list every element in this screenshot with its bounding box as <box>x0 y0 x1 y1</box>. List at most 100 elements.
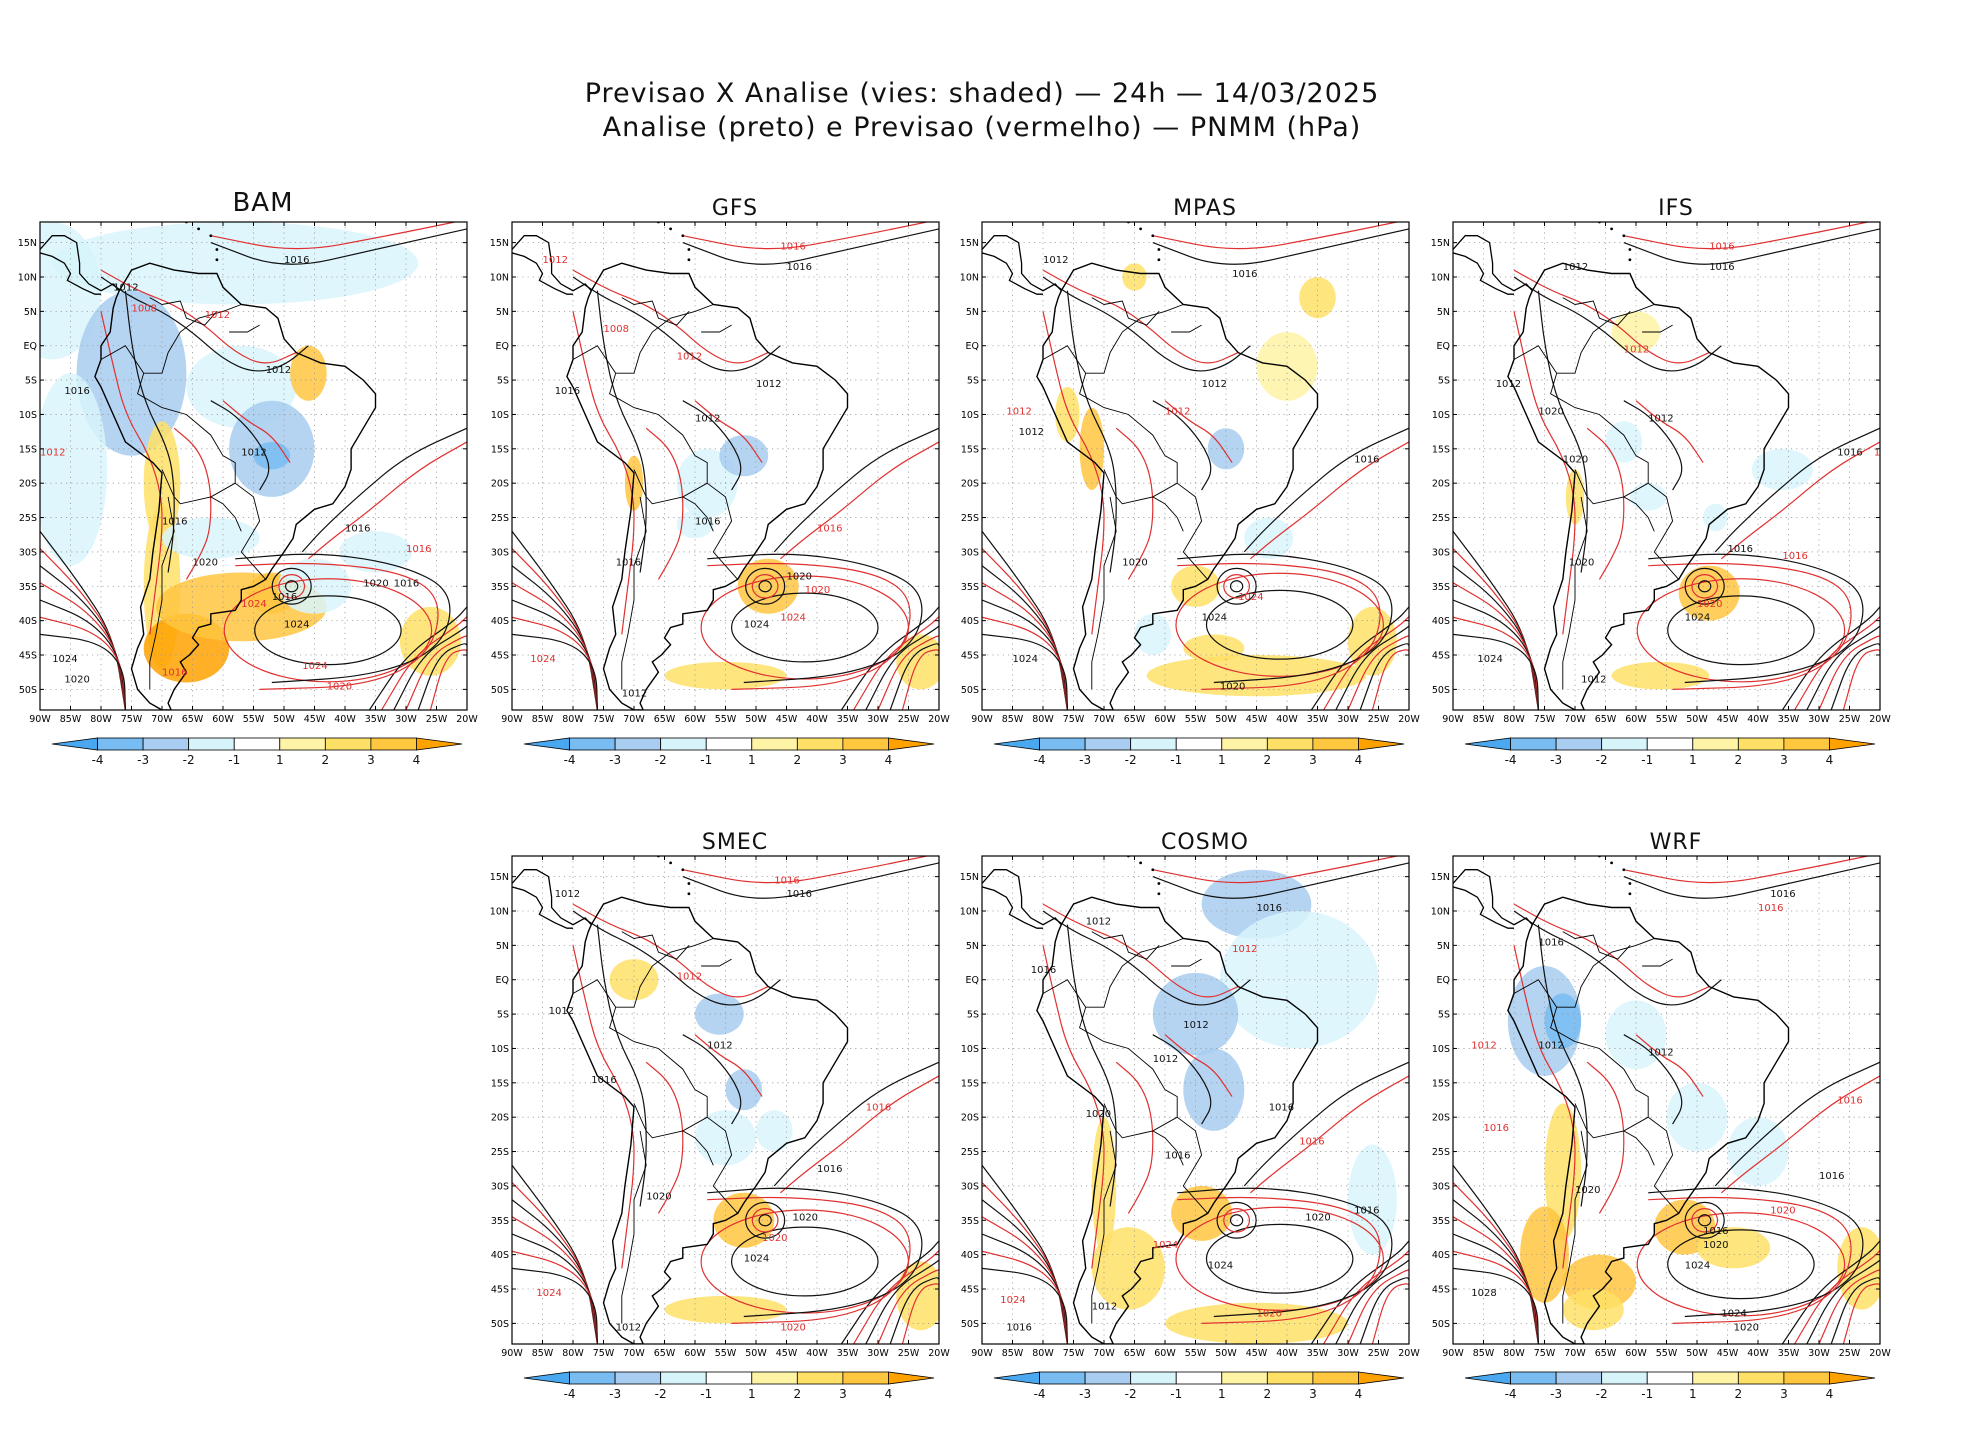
lon-tick-label: 35W <box>1307 714 1329 725</box>
contour-label: 1016 <box>1703 1226 1728 1237</box>
analysis-isobar <box>1310 1240 1409 1344</box>
contour-label: 1024 <box>1238 592 1263 603</box>
forecast-isobar <box>1513 903 1710 998</box>
lat-tick-label: 30S <box>491 547 509 558</box>
contour-label: 1016 <box>1031 965 1056 976</box>
lon-tick-label: 50W <box>273 714 295 725</box>
analysis-isobar <box>865 1259 939 1344</box>
lon-tick-label: 60W <box>1154 1348 1176 1359</box>
lat-tick-label: 5S <box>497 1010 509 1021</box>
lat-tick-label: 25S <box>491 1147 509 1158</box>
contour-label: 1020 <box>1697 599 1722 610</box>
panel-title-bam: BAM <box>232 188 294 218</box>
forecast-isobar <box>1175 572 1384 677</box>
lon-tick-label: 60W <box>684 1348 706 1359</box>
lat-tick-label: 10S <box>1432 410 1450 421</box>
contour-label: 1020 <box>363 578 388 589</box>
lon-tick-label: 55W <box>715 714 737 725</box>
forecast-isobar <box>1842 649 1880 710</box>
contour-label: 1012 <box>616 1322 641 1333</box>
colorbar-tick-label: 3 <box>839 753 847 767</box>
lat-tick-label: 30S <box>1432 547 1450 558</box>
analysis-isobar <box>1243 1061 1409 1187</box>
lat-tick-label: 45S <box>961 651 979 662</box>
forecast-isobar <box>694 1034 763 1097</box>
forecast-isobar <box>1323 616 1409 710</box>
lon-tick-label: 25W <box>1839 1348 1861 1359</box>
analysis-isobar <box>1830 1277 1880 1344</box>
lat-tick-label: 20S <box>491 1113 509 1124</box>
country-border <box>1574 407 1680 580</box>
analysis-isobar <box>1066 290 1117 573</box>
lon-tick-label: 50W <box>745 714 767 725</box>
analysis-isobar <box>840 606 939 710</box>
forecast-isobar <box>1347 635 1409 710</box>
country-border <box>633 1041 739 1214</box>
lon-tick-label: 25W <box>1368 1348 1390 1359</box>
bias-shading <box>1183 634 1245 662</box>
analysis-isobar <box>1216 567 1257 605</box>
country-border <box>615 938 714 1008</box>
analysis-isobar <box>284 580 299 593</box>
contour-label: 1012 <box>1086 917 1111 928</box>
lon-tick-label: 85W <box>1002 1348 1024 1359</box>
country-border <box>633 469 708 505</box>
coastline-central-america <box>1453 869 1533 926</box>
contour-label: 1016 <box>787 889 812 900</box>
lat-tick-label: 40S <box>1432 616 1450 627</box>
forecast-isobar <box>1371 1283 1409 1344</box>
country-border <box>1574 469 1649 505</box>
colorbar-tick-label: 4 <box>1355 1387 1363 1401</box>
analysis-isobar <box>745 567 786 605</box>
lon-tick-label: 60W <box>1625 714 1647 725</box>
contour-label: 1020 <box>1538 406 1563 417</box>
forecast-isobar <box>645 427 684 580</box>
lon-tick-label: 85W <box>532 714 554 725</box>
lat-tick-label: 10N <box>18 272 37 283</box>
forecast-isobar <box>1513 945 1576 1269</box>
contour-label: 1012 <box>549 1006 574 1017</box>
bias-shading <box>1165 1302 1348 1344</box>
contour-label: 1016 <box>817 523 842 534</box>
contour-label: 1012 <box>1183 1020 1208 1031</box>
contour-label: 1020 <box>762 1233 787 1244</box>
colorbar-tick-label: -2 <box>1125 1387 1137 1401</box>
country-border <box>1556 304 1655 374</box>
lat-tick-label: 35S <box>961 1216 979 1227</box>
lon-tick-label: 35W <box>1778 1348 1800 1359</box>
analysis-isobar <box>865 625 939 710</box>
bias-shading <box>1091 1227 1165 1310</box>
colorbar-tick-label: -4 <box>564 1387 576 1401</box>
analysis-isobar <box>1684 567 1725 605</box>
contour-label: 1020 <box>327 681 352 692</box>
lon-tick-label: 55W <box>1656 1348 1678 1359</box>
lon-tick-label: 35W <box>1307 1348 1329 1359</box>
country-border <box>701 958 732 967</box>
analysis-isobar <box>1335 625 1409 710</box>
lon-tick-label: 40W <box>806 714 828 725</box>
lon-tick-label: 90W <box>971 1348 993 1359</box>
lat-tick-label: 5S <box>1438 1010 1450 1021</box>
contour-label: 1016 <box>406 544 431 555</box>
forecast-isobar <box>572 311 635 635</box>
lat-tick-label: 15N <box>490 238 509 249</box>
panel-mpas: MPAS 1012 1016 1012 1012 1012 1012 1016 1020 1024… <box>960 196 1440 796</box>
lat-tick-label: 40S <box>19 616 37 627</box>
forecast-isobar <box>572 269 769 364</box>
country-border <box>682 1130 714 1166</box>
contour-label: 1024 <box>1153 1240 1178 1251</box>
lon-tick-label: 30W <box>1337 1348 1359 1359</box>
lon-tick-label: 90W <box>1442 714 1464 725</box>
lat-tick-label: 15S <box>1432 1078 1450 1089</box>
bias-shading <box>719 435 769 477</box>
colorbar-tick-label: -1 <box>1641 1387 1653 1401</box>
country-border <box>572 345 617 374</box>
lon-tick-label: 45W <box>1246 714 1268 725</box>
contour-label: 1012 <box>1153 1054 1178 1065</box>
colorbar-tick-label: 1 <box>1689 1387 1697 1401</box>
lat-tick-label: 40S <box>961 1250 979 1261</box>
analysis-isobar <box>512 1267 598 1344</box>
analysis-isobar <box>1781 606 1880 710</box>
lon-tick-label: 25W <box>426 714 448 725</box>
lat-tick-label: 5N <box>496 941 509 952</box>
